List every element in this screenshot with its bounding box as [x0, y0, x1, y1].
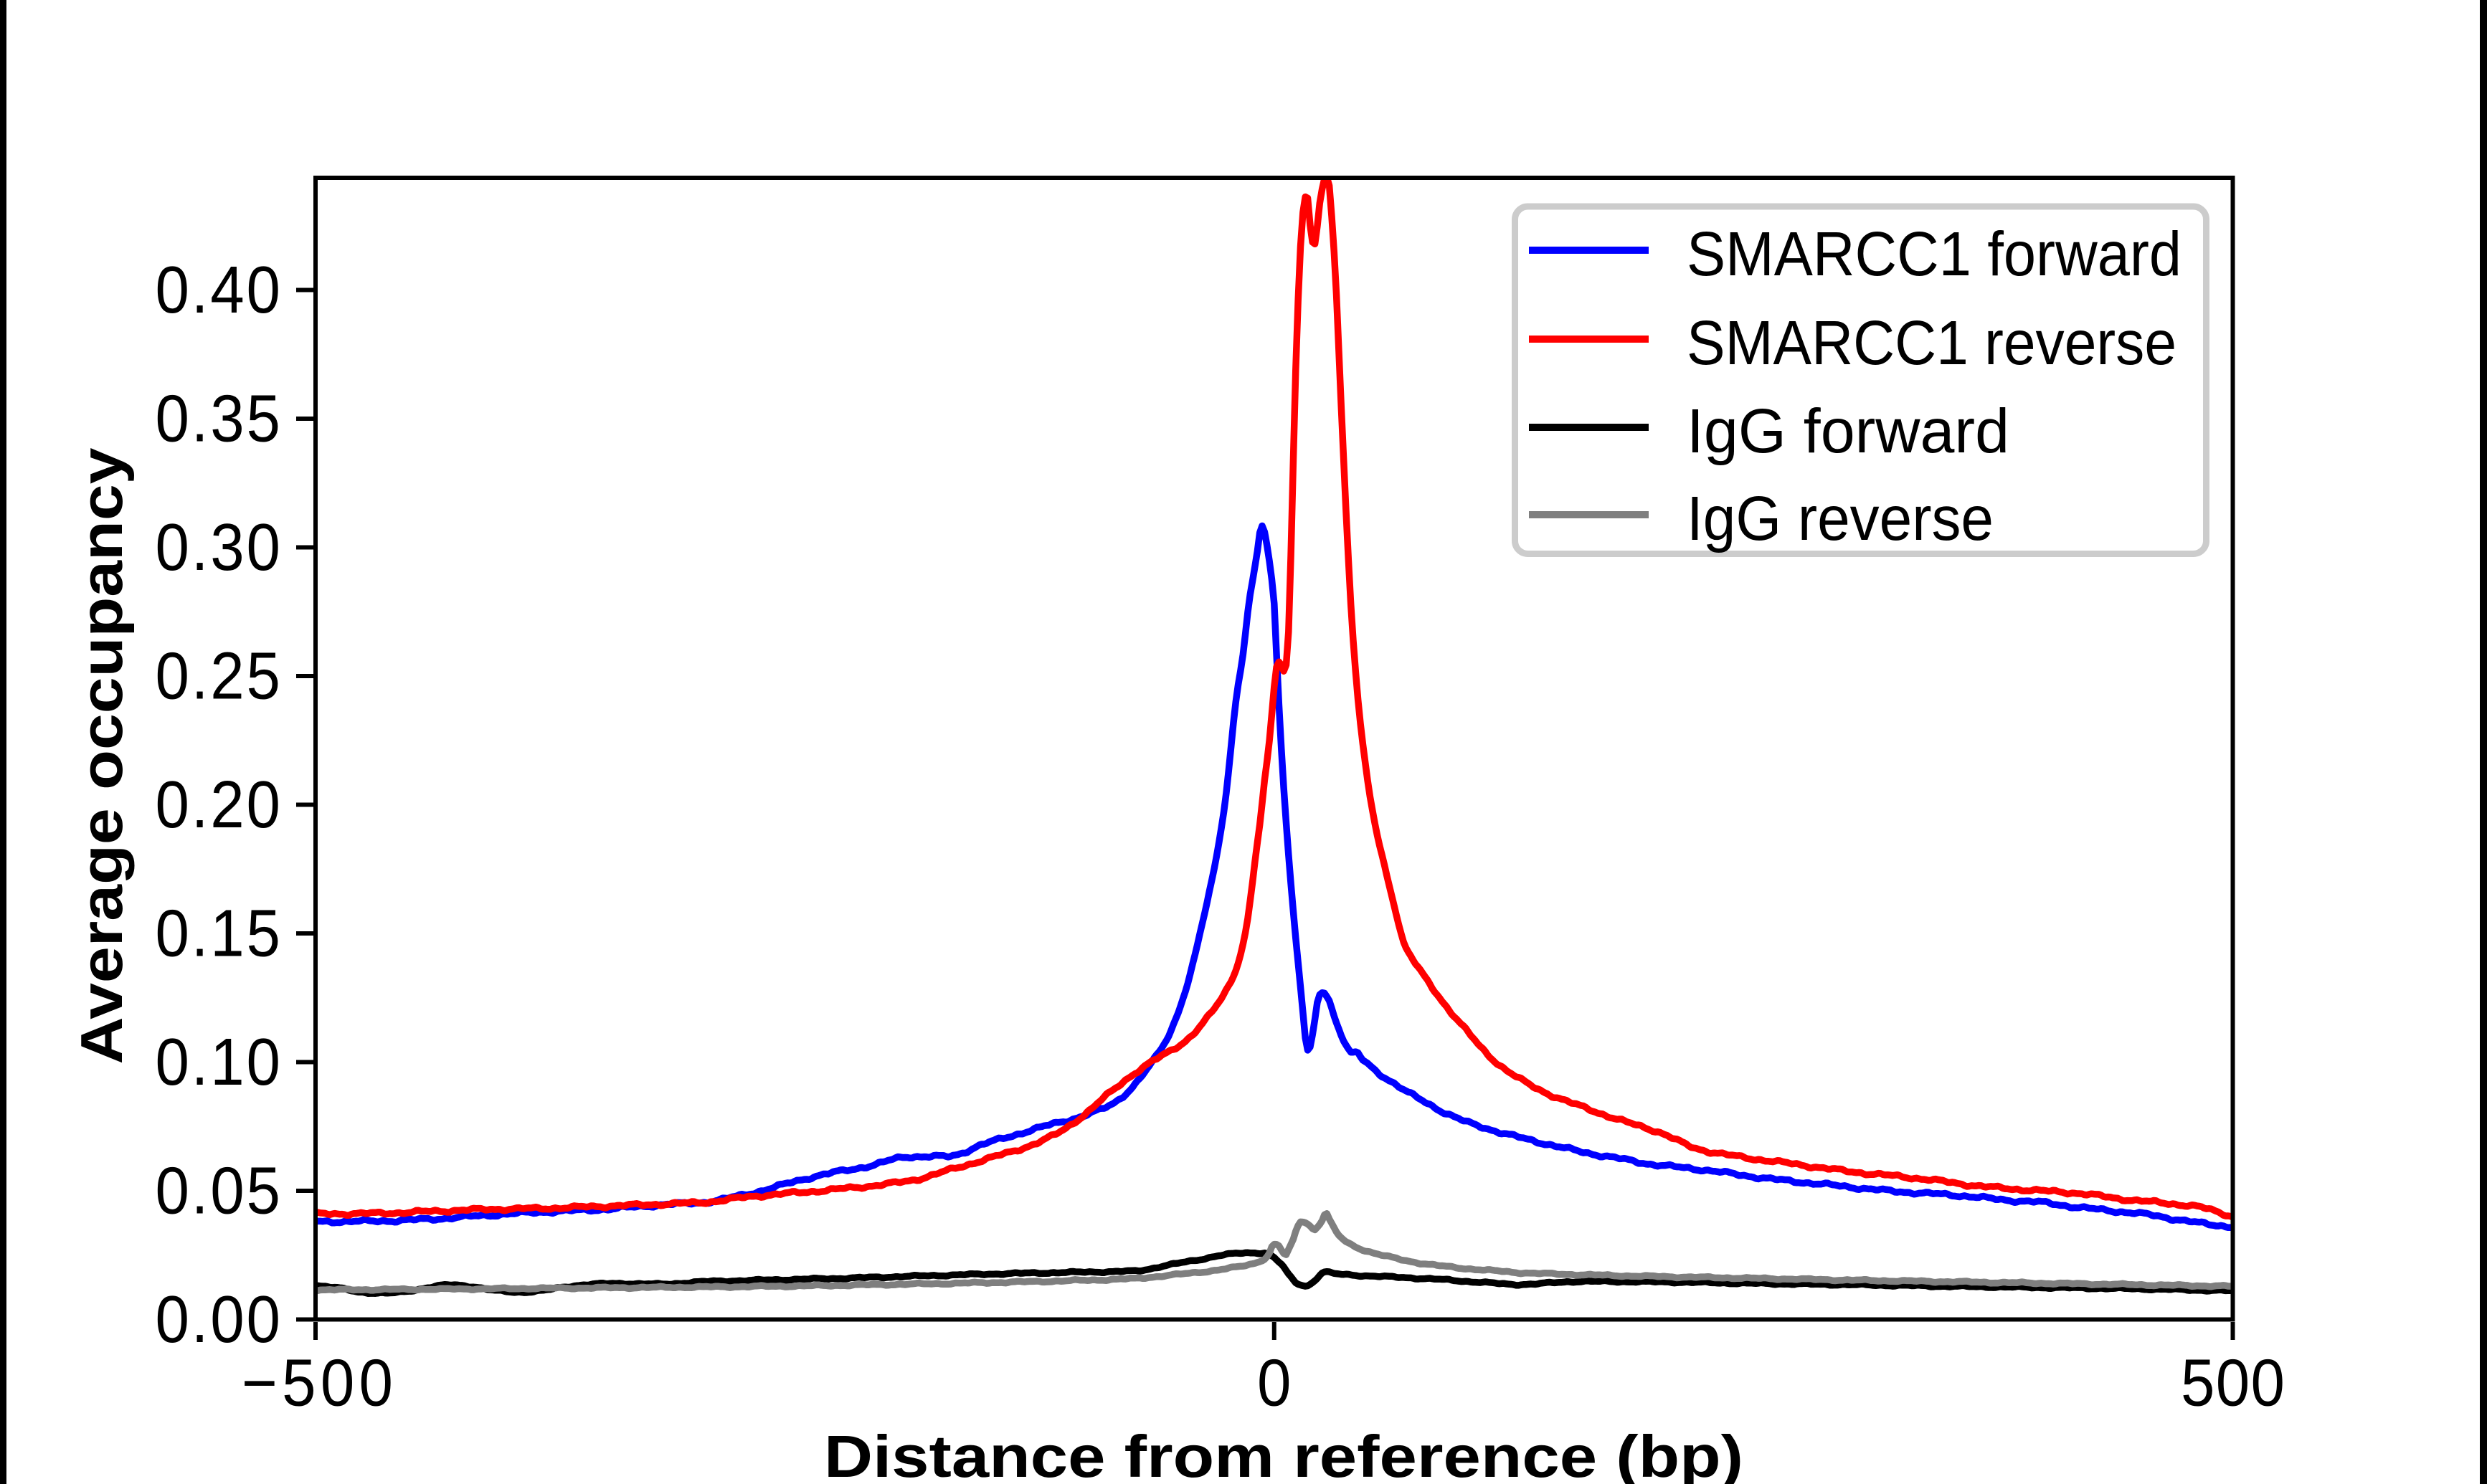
svg-text:500: 500 [2181, 1345, 2285, 1419]
svg-text:Average occupancy: Average occupancy [68, 448, 135, 1065]
svg-text:0.25: 0.25 [156, 638, 281, 713]
svg-text:IgG forward: IgG forward [1687, 396, 2009, 466]
svg-text:0.20: 0.20 [156, 766, 281, 841]
svg-text:Distance from reference (bp): Distance from reference (bp) [824, 1423, 1743, 1484]
svg-text:0: 0 [1257, 1345, 1291, 1419]
svg-text:SMARCC1 reverse: SMARCC1 reverse [1687, 308, 2176, 378]
svg-text:0.10: 0.10 [156, 1024, 281, 1098]
svg-text:0.35: 0.35 [156, 381, 281, 455]
svg-text:IgG reverse: IgG reverse [1687, 483, 1994, 553]
svg-text:0.30: 0.30 [156, 509, 281, 584]
svg-text:0.00: 0.00 [156, 1281, 281, 1356]
svg-text:0.40: 0.40 [156, 252, 281, 326]
svg-text:0.15: 0.15 [156, 895, 281, 970]
svg-text:0.05: 0.05 [156, 1153, 281, 1227]
svg-text:SMARCC1 forward: SMARCC1 forward [1687, 219, 2182, 289]
